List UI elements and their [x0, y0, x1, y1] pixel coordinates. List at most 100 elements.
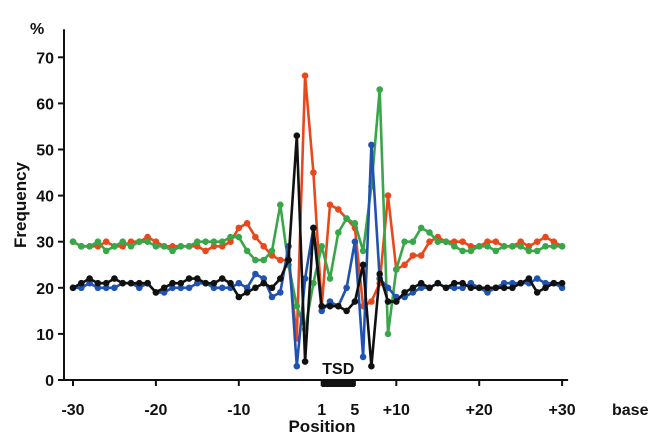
series-2-point — [177, 243, 185, 250]
series-4-point — [318, 302, 326, 310]
series-2-point — [152, 243, 160, 250]
x-tick-label: 1 — [317, 402, 326, 419]
series-2-point — [343, 215, 350, 222]
series-3-point — [94, 284, 102, 292]
series-3-point — [160, 289, 168, 296]
series-2-point — [351, 220, 359, 227]
series-4-point — [277, 275, 284, 282]
series-1-point — [550, 238, 558, 245]
series-1-point — [252, 233, 259, 241]
series-2-point — [78, 243, 85, 250]
series-4-point — [227, 279, 234, 287]
series-2-point — [509, 243, 516, 250]
series-2-point — [533, 247, 541, 255]
series-3-point — [417, 284, 425, 292]
series-3-point — [359, 353, 367, 361]
series-1-point — [451, 238, 458, 245]
series-1-point — [525, 243, 533, 250]
series-2-point — [442, 238, 450, 245]
series-2-point — [160, 243, 168, 250]
series-2-point — [318, 243, 326, 250]
x-tick-label: +10 — [383, 402, 410, 419]
y-tick-label: 20 — [36, 281, 54, 298]
series-4-point — [351, 298, 359, 305]
series-3-point — [277, 289, 284, 296]
series-4-point — [293, 132, 301, 139]
series-3-point — [194, 279, 201, 287]
series-2-point — [310, 279, 317, 287]
series-2-point — [384, 330, 392, 338]
series-4-point — [517, 279, 524, 287]
series-3-point — [533, 275, 541, 282]
series-3-point — [326, 298, 334, 305]
series-4-point — [335, 302, 342, 310]
series-2-point — [492, 247, 500, 255]
series-1-point — [235, 224, 243, 232]
series-3-point — [243, 284, 251, 292]
series-2-point — [426, 229, 433, 236]
series-2-point — [268, 247, 276, 255]
series-2-point — [459, 247, 466, 255]
series-4-point — [160, 284, 168, 292]
series-3-point — [343, 284, 350, 292]
series-1-point — [492, 238, 500, 245]
series-1-point — [102, 238, 110, 245]
series-4-point — [500, 284, 508, 292]
series-3-point — [185, 284, 193, 292]
series-3-point — [111, 284, 118, 292]
series-4-point — [558, 279, 566, 287]
x-tick-label: -20 — [144, 402, 167, 419]
x-unit-label: base — [612, 402, 649, 419]
series-2-point — [517, 243, 524, 250]
series-2-point — [86, 243, 93, 250]
series-4-point — [136, 279, 143, 287]
tsd-label: TSD — [322, 361, 354, 378]
series-4-point — [442, 284, 450, 292]
series-4-point — [185, 275, 193, 282]
series-4-point — [252, 284, 259, 292]
y-tick-label: 0 — [45, 373, 54, 390]
series-2-point — [127, 243, 135, 250]
series-3-point — [451, 284, 458, 292]
series-4-point — [268, 284, 276, 292]
series-2-point — [69, 238, 77, 245]
series-2-point — [542, 243, 549, 250]
series-2-point — [500, 243, 508, 250]
series-1-point — [426, 238, 433, 245]
series-3-point — [509, 279, 516, 287]
series-2-point — [218, 238, 226, 245]
x-tick-label: +20 — [466, 402, 493, 419]
series-3-point — [177, 284, 185, 292]
series-1-point — [127, 238, 135, 245]
series-3-point — [235, 279, 243, 287]
y-unit-label: % — [30, 21, 44, 38]
series-4-point — [417, 279, 425, 287]
series-2-point — [359, 247, 367, 255]
series-1-point — [277, 256, 284, 264]
series-4-point — [459, 279, 466, 287]
series-3-point — [86, 279, 93, 287]
series-4-point — [310, 224, 317, 232]
series-4-point — [169, 279, 176, 287]
series-4-point — [152, 289, 160, 296]
series-4-point — [202, 279, 209, 287]
series-2-point — [293, 302, 301, 310]
series-1-point — [218, 243, 226, 250]
series-2-point — [102, 247, 110, 255]
series-1-point — [517, 238, 524, 245]
series-1-point — [384, 192, 392, 199]
series-4-point — [451, 279, 458, 287]
series-1-point — [310, 169, 317, 176]
series-3-point — [542, 279, 549, 287]
series-2-point — [376, 86, 384, 93]
series-2-point — [194, 238, 201, 245]
series-4-point — [401, 289, 408, 296]
series-4-point — [78, 279, 85, 287]
series-1-point — [417, 252, 425, 259]
y-tick-label: 40 — [36, 189, 54, 206]
series-4-point — [94, 279, 102, 287]
series-4-point — [492, 284, 500, 292]
series-4-point — [127, 279, 135, 287]
series-2-point — [243, 247, 251, 255]
series-2-point — [260, 256, 268, 264]
